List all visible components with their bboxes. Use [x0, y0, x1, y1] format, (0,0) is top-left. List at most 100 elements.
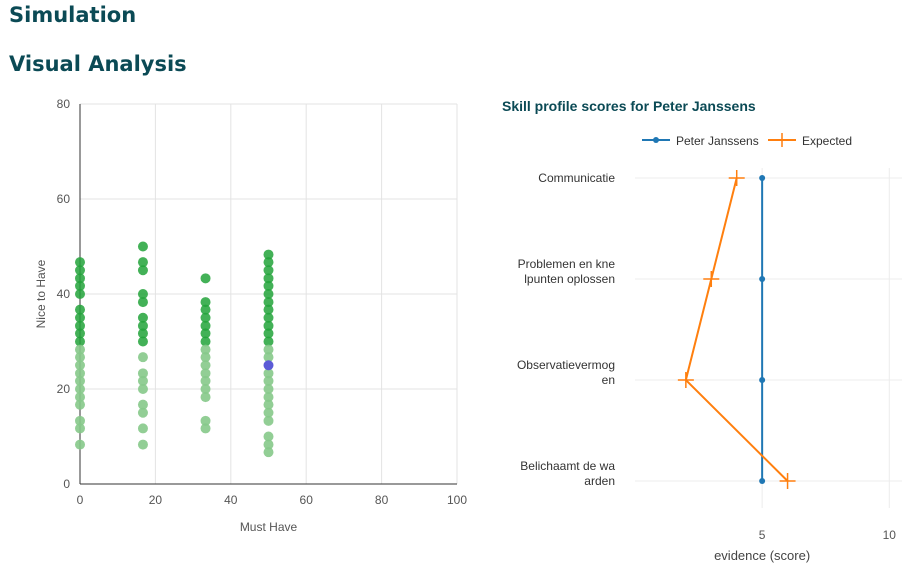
y-tick-label: 60 [57, 192, 71, 206]
data-point [200, 368, 211, 379]
data-point [75, 257, 85, 268]
data-point [75, 384, 85, 394]
data-point [263, 265, 274, 276]
section-title: Visual Analysis [9, 52, 187, 76]
data-point [263, 399, 274, 410]
data-point [263, 273, 274, 284]
data-point [137, 368, 148, 379]
data-point [137, 289, 148, 299]
data-point [200, 320, 211, 331]
series-point [759, 377, 766, 383]
data-point [263, 289, 274, 299]
series-line [684, 177, 789, 482]
page-title: Simulation [9, 3, 137, 27]
series-point [779, 473, 796, 489]
y-tick-label: 40 [57, 287, 71, 301]
category-label: arden [584, 474, 615, 488]
series-point [728, 170, 745, 186]
data-point [263, 257, 274, 268]
data-point [263, 312, 274, 323]
data-point [263, 392, 274, 403]
data-point [200, 312, 211, 323]
data-point [137, 241, 148, 252]
data-point [137, 265, 148, 276]
data-point [263, 407, 274, 418]
data-point [137, 384, 148, 394]
data-point [137, 352, 148, 363]
data-point [263, 431, 274, 442]
data-point [75, 368, 85, 379]
data-point [75, 439, 85, 450]
data-point [200, 328, 211, 339]
data-point [137, 399, 148, 410]
data-point [200, 297, 211, 308]
x-tick-label: 20 [149, 493, 163, 507]
data-point [200, 384, 211, 394]
category-label: Belichaamt de wa [520, 459, 615, 473]
data-point [263, 304, 274, 315]
data-point [263, 280, 274, 291]
data-point [75, 280, 85, 291]
data-point [137, 423, 148, 434]
data-point [263, 439, 274, 450]
y-axis-label: Nice to Have [34, 259, 48, 328]
category-label: en [602, 373, 615, 387]
data-point [75, 360, 85, 371]
data-point [263, 415, 274, 426]
x-tick-label: 60 [300, 493, 314, 507]
data-point [137, 328, 148, 339]
x-axis-label: Must Have [240, 520, 298, 534]
data-point [200, 344, 211, 355]
data-point [263, 344, 274, 355]
data-point [75, 336, 85, 347]
data-point [75, 415, 85, 426]
data-point [137, 320, 148, 331]
data-point [263, 447, 274, 458]
legend-marker [653, 137, 659, 143]
data-point [137, 407, 148, 418]
data-point [263, 336, 274, 347]
y-tick-label: 80 [57, 97, 71, 111]
data-point [200, 304, 211, 315]
data-point [137, 312, 148, 323]
data-point [263, 375, 274, 386]
x-tick-label: 40 [224, 493, 238, 507]
data-point [200, 423, 211, 434]
y-tick-label: 20 [57, 382, 71, 396]
data-point [75, 265, 85, 276]
legend-label: Peter Janssens [676, 134, 759, 148]
data-point [200, 392, 211, 403]
data-point [137, 439, 148, 450]
data-point [137, 375, 148, 386]
data-point [200, 273, 211, 284]
data-point [200, 352, 211, 363]
data-point [200, 360, 211, 371]
data-point [75, 375, 85, 386]
x-tick-label: 0 [77, 493, 84, 507]
legend-item: Peter Janssens [642, 134, 759, 148]
x-tick-label: 10 [883, 528, 897, 542]
data-point [75, 289, 85, 299]
data-point [263, 320, 274, 331]
series-point [759, 175, 766, 181]
data-point [137, 336, 148, 347]
skill-profile-chart: Skill profile scores for Peter Janssens P… [502, 98, 902, 563]
legend-label: Expected [802, 134, 852, 148]
series-point [703, 271, 720, 287]
highlighted-data-point [263, 360, 274, 371]
data-point [75, 328, 85, 339]
data-point [137, 257, 148, 268]
series-point [677, 372, 694, 388]
x-tick-label: 5 [759, 528, 766, 542]
legend-marker [775, 133, 789, 147]
x-tick-label: 100 [447, 493, 467, 507]
data-point [75, 304, 85, 315]
data-point [75, 392, 85, 403]
category-label: lpunten oplossen [524, 272, 615, 286]
category-label: Problemen en kne [518, 257, 616, 271]
data-point [137, 297, 148, 308]
data-point [263, 368, 274, 379]
data-point [263, 384, 274, 394]
data-point [75, 344, 85, 355]
x-axis-label: evidence (score) [714, 548, 810, 563]
